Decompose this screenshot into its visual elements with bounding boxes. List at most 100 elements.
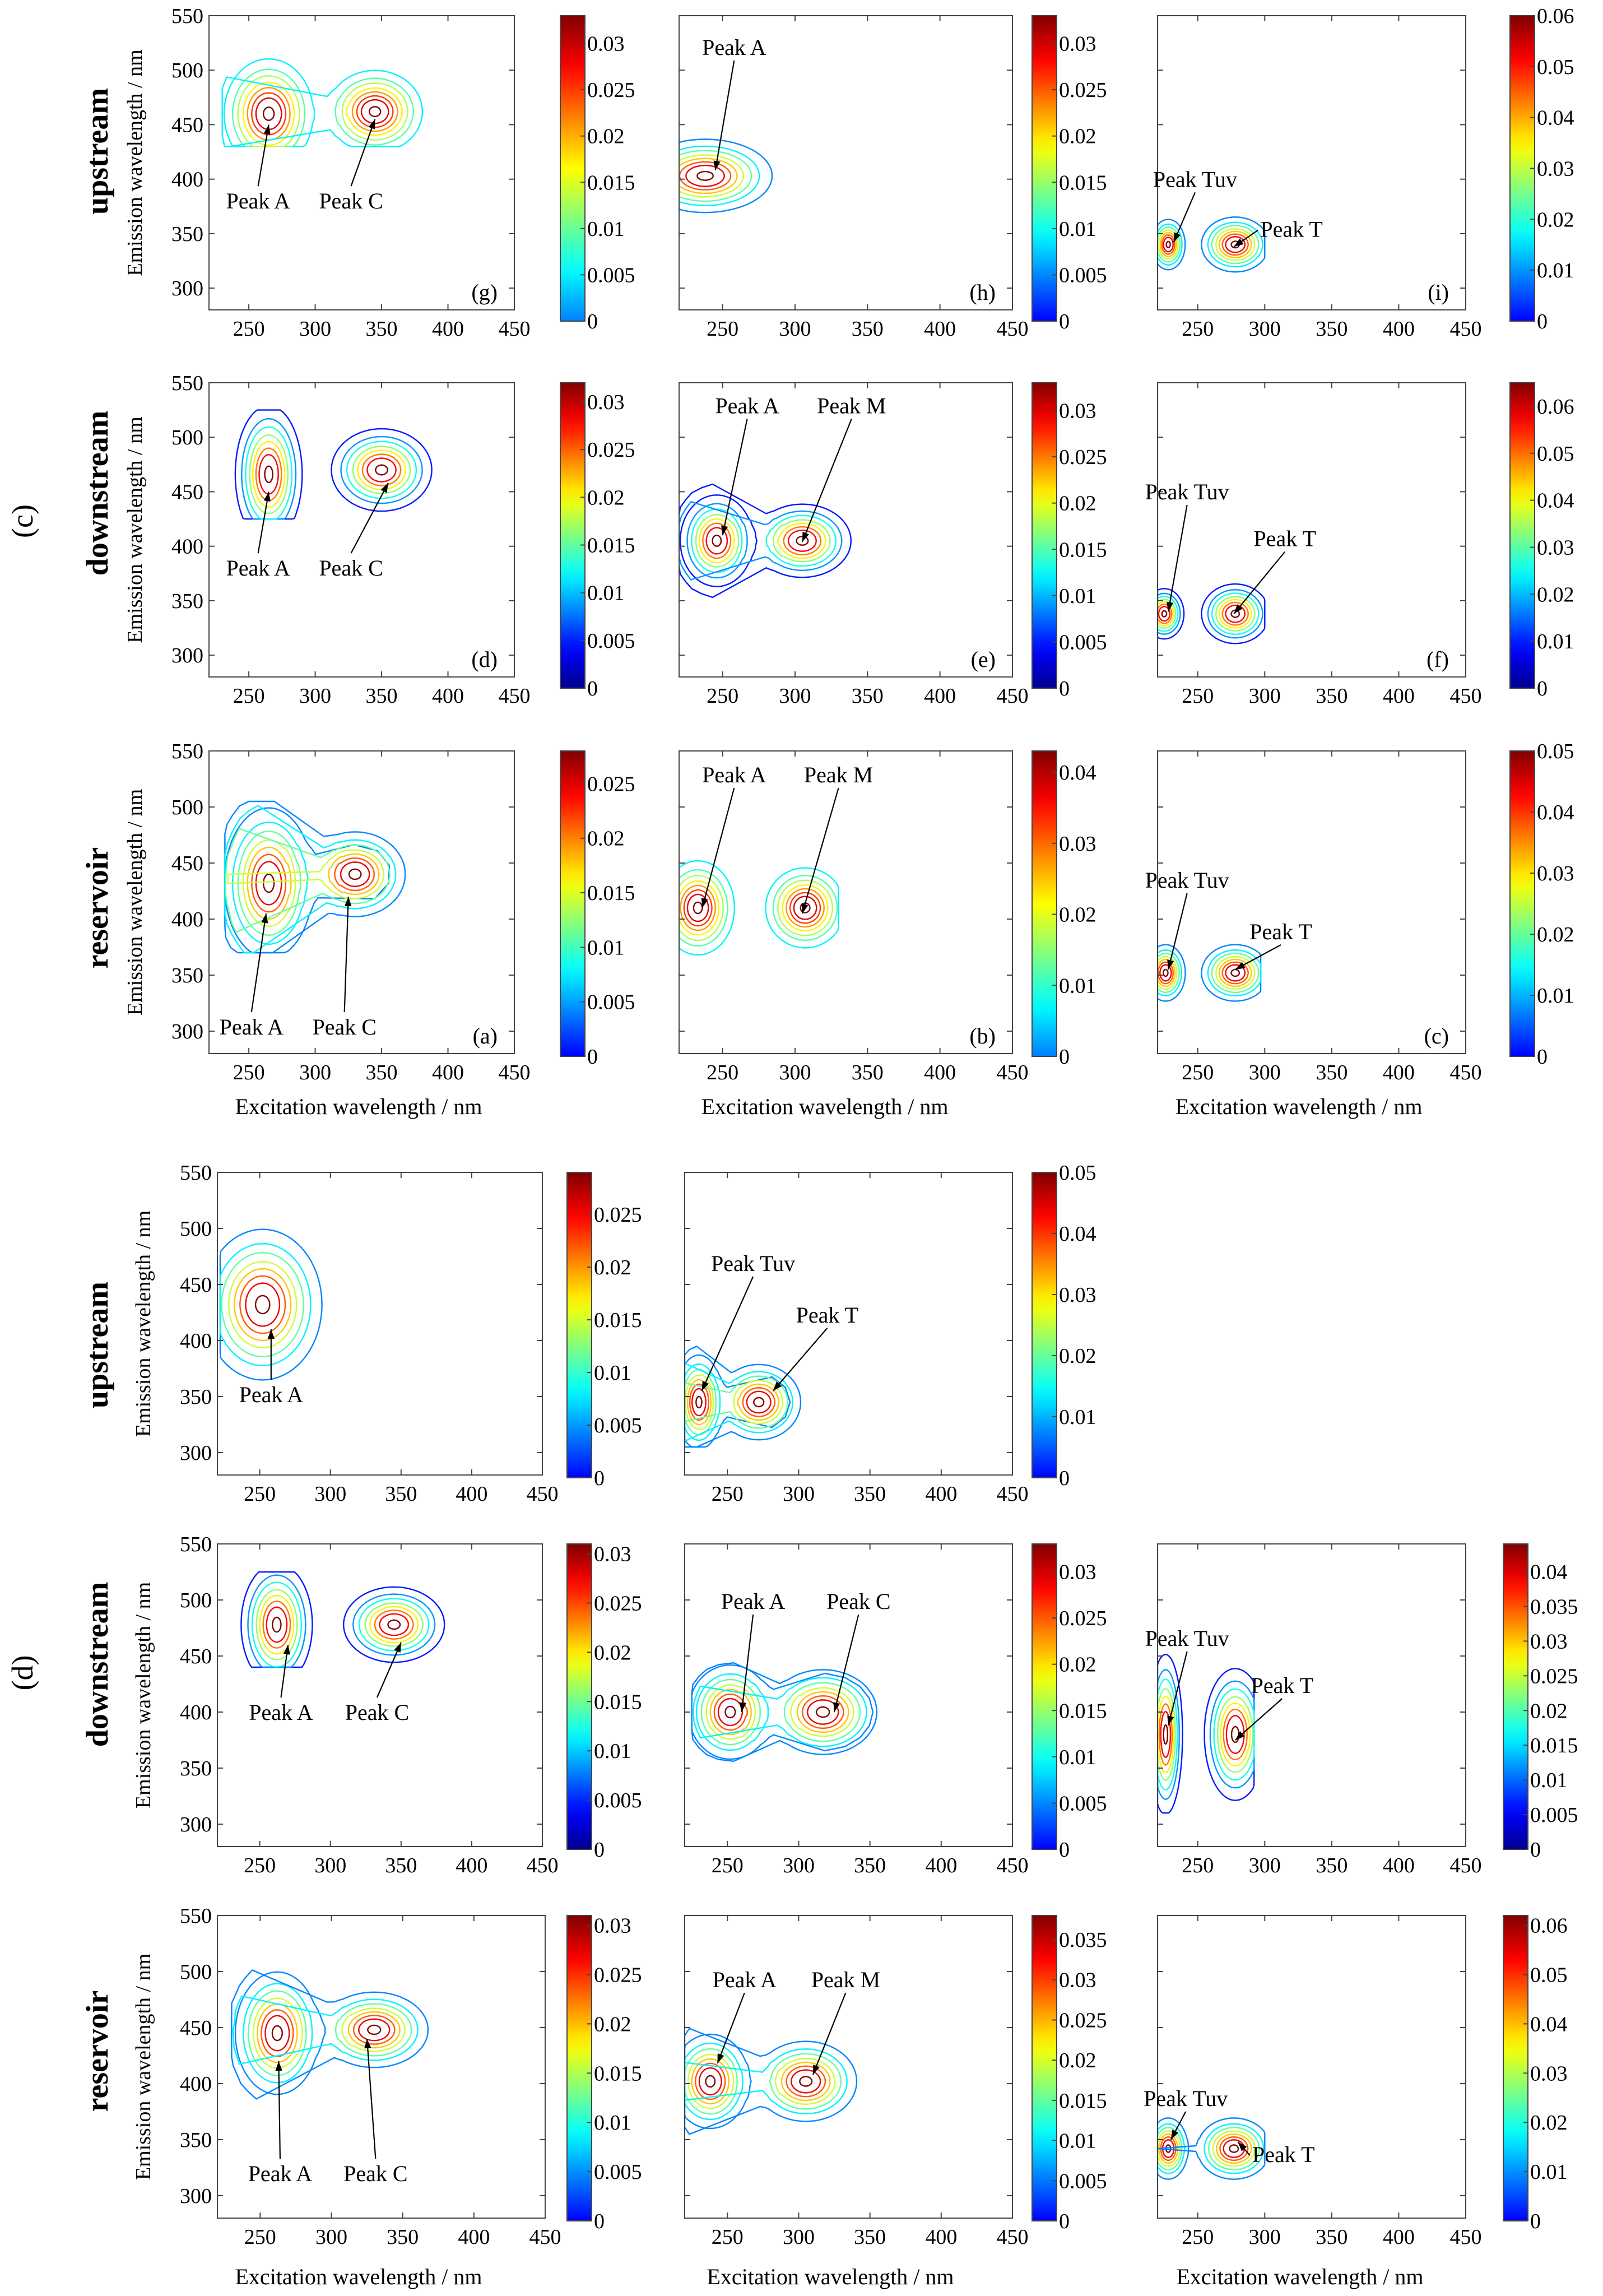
colorbar-tick-label-5: 0.04 — [1059, 1222, 1096, 1246]
x-tick-label-1: 250 — [1182, 2225, 1214, 2249]
x-tick-label-1: 250 — [244, 1482, 276, 1506]
y-tick-label-5: 500 — [171, 59, 203, 82]
annotation-2: Peak T — [1251, 1673, 1313, 1698]
annotation-arrow-2 — [350, 483, 389, 554]
plot-frame — [217, 1543, 543, 1847]
contour-level-2-4 — [341, 2007, 406, 2052]
contour-level-2-7 — [1223, 2139, 1246, 2158]
contour-level-2-8 — [1230, 1726, 1240, 1743]
contour-lines — [1158, 583, 1266, 644]
colorbar-tick-label-4: 0.015 — [1059, 538, 1107, 562]
x-tick-label-1: 250 — [233, 684, 265, 708]
contour-level-1-8 — [693, 901, 703, 915]
contour-level-1-7 — [686, 893, 709, 922]
annotation-arrow-2 — [366, 2038, 377, 2159]
colorbar-tick-label-2: 0.005 — [594, 1414, 642, 1437]
y-tick-label-2: 350 — [180, 1757, 212, 1780]
annotation-arrow-1 — [722, 419, 748, 536]
contour-level-1-5 — [686, 1379, 712, 1426]
contour-level-2-5 — [1215, 2133, 1252, 2164]
panel-label: (a) — [473, 1023, 498, 1049]
annotation-arrowhead-1 — [261, 913, 268, 924]
x-tick-label-4: 400 — [456, 1482, 487, 1506]
colorbar-tick-label-7: 0.03 — [587, 33, 625, 56]
annotation-1: Peak Tuv — [1145, 868, 1229, 893]
contour-level-2-6 — [334, 857, 375, 892]
annotation-arrow-2 — [833, 1614, 859, 1713]
colorbar-tick-label-1: 0 — [1537, 677, 1548, 701]
contour-level-1-1 — [679, 860, 736, 956]
contour-level-2-1 — [1158, 2117, 1266, 2180]
colorbar-tick-label-5: 0.02 — [587, 125, 625, 149]
contour-level-1-7 — [258, 454, 279, 495]
contour-level-2-7 — [791, 2069, 821, 2094]
colorbar-tick-label-1: 0 — [594, 1467, 605, 1490]
contour-level-2-1 — [231, 1969, 429, 2100]
annotation-1: Peak A — [702, 35, 766, 60]
contour-level-1-1 — [1158, 1653, 1183, 1814]
colorbar-tick-label-5: 0.04 — [1059, 761, 1096, 785]
contour-level-2-3 — [769, 2053, 842, 2110]
contour-level-1-6 — [702, 522, 732, 559]
contour-level-2-4 — [1215, 596, 1256, 632]
contour-lines — [1158, 216, 1266, 273]
contour-level-1-4 — [705, 1684, 756, 1740]
annotation-arrow-1 — [701, 787, 735, 908]
plot-frame — [1157, 750, 1466, 1054]
panel-label: (i) — [1428, 280, 1449, 305]
contour-level-2-6 — [786, 2065, 826, 2098]
xlabel-col3: Excitation wavelength / nm — [1175, 1094, 1423, 1119]
contour-level-1-4 — [679, 154, 745, 198]
y-tick-label-3: 400 — [180, 2072, 212, 2096]
colorbar-tick-label-3: 0.01 — [594, 1740, 631, 1763]
contour-level-2-2 — [1209, 1680, 1255, 1789]
colorbar-tick-label-5: 0.04 — [1537, 801, 1574, 824]
panel-14: 250 300 350 400 450 Peak Tuv Peak T 0 0.005 0.01 0… — [1145, 1543, 1578, 1877]
x-tick-label-1: 250 — [707, 1061, 738, 1084]
x-tick-label-2: 300 — [1249, 1061, 1281, 1084]
contour-level-1-7 — [255, 861, 282, 906]
colorbar-tick-label-5: 0.02 — [1059, 125, 1096, 149]
colorbar-tick-label-2: 0.01 — [1537, 259, 1574, 282]
panel-10: 250 300 350 400 450 300 350 400 450 500 550 Emissio… — [132, 1161, 642, 1506]
row-label-d-upstream: upstream — [80, 1282, 115, 1408]
contour-level-2-8 — [816, 1706, 830, 1718]
contour-level-1-8 — [271, 2025, 283, 2042]
colorbar-tick-label-1: 0 — [1530, 2210, 1541, 2233]
colorbar-tick-label-3: 0.02 — [1059, 1344, 1096, 1368]
contour-level-2-3 — [1211, 592, 1260, 636]
contour-level-1-1 — [1158, 2117, 1190, 2180]
y-tick-label-6: 550 — [171, 4, 203, 28]
annotation-arrowhead-1 — [263, 491, 271, 502]
contour-level-2-2 — [772, 874, 838, 941]
colorbar-tick-label-6: 0.05 — [1537, 442, 1574, 466]
contour-level-1-4 — [1158, 1688, 1176, 1781]
contour-level-1-8 — [264, 465, 273, 484]
x-tick-label-4: 400 — [924, 684, 956, 708]
colorbar-tick-label-6: 0.025 — [1059, 78, 1107, 102]
svg-text:(c): (c) — [6, 504, 39, 538]
contour-level-2-3 — [346, 440, 417, 499]
annotation-1: Peak Tuv — [711, 1251, 795, 1276]
y-tick-label-2: 350 — [171, 964, 203, 987]
contour-level-1-6 — [683, 889, 713, 927]
annotation-arrowhead-1 — [1167, 959, 1174, 970]
annotation-1: Peak A — [249, 1700, 313, 1725]
x-tick-label-5: 450 — [499, 1061, 531, 1084]
contour-level-2-7 — [1225, 604, 1246, 623]
x-tick-label-2: 300 — [783, 1854, 815, 1877]
colorbar-tick-label-1: 0 — [594, 1838, 605, 1862]
colorbar-tick-label-3: 0.01 — [1059, 585, 1096, 608]
contour-lines — [685, 2028, 858, 2135]
contour-level-1-1 — [234, 409, 303, 520]
annotation-arrow-1 — [701, 1276, 754, 1391]
contour-level-2-3 — [1211, 225, 1260, 265]
contour-level-1-7 — [698, 2067, 722, 2096]
x-tick-label-3: 350 — [852, 317, 884, 341]
contour-level-1-5 — [252, 440, 286, 508]
x-tick-label-1: 250 — [1182, 1854, 1214, 1877]
contour-level-2-1 — [685, 1346, 802, 1448]
panel-5: 250 300 350 400 450 Peak A Peak M (e) 0 0.005 0.01… — [679, 382, 1107, 708]
contour-level-2-3 — [777, 879, 834, 936]
annotation-2: Peak M — [804, 762, 873, 787]
